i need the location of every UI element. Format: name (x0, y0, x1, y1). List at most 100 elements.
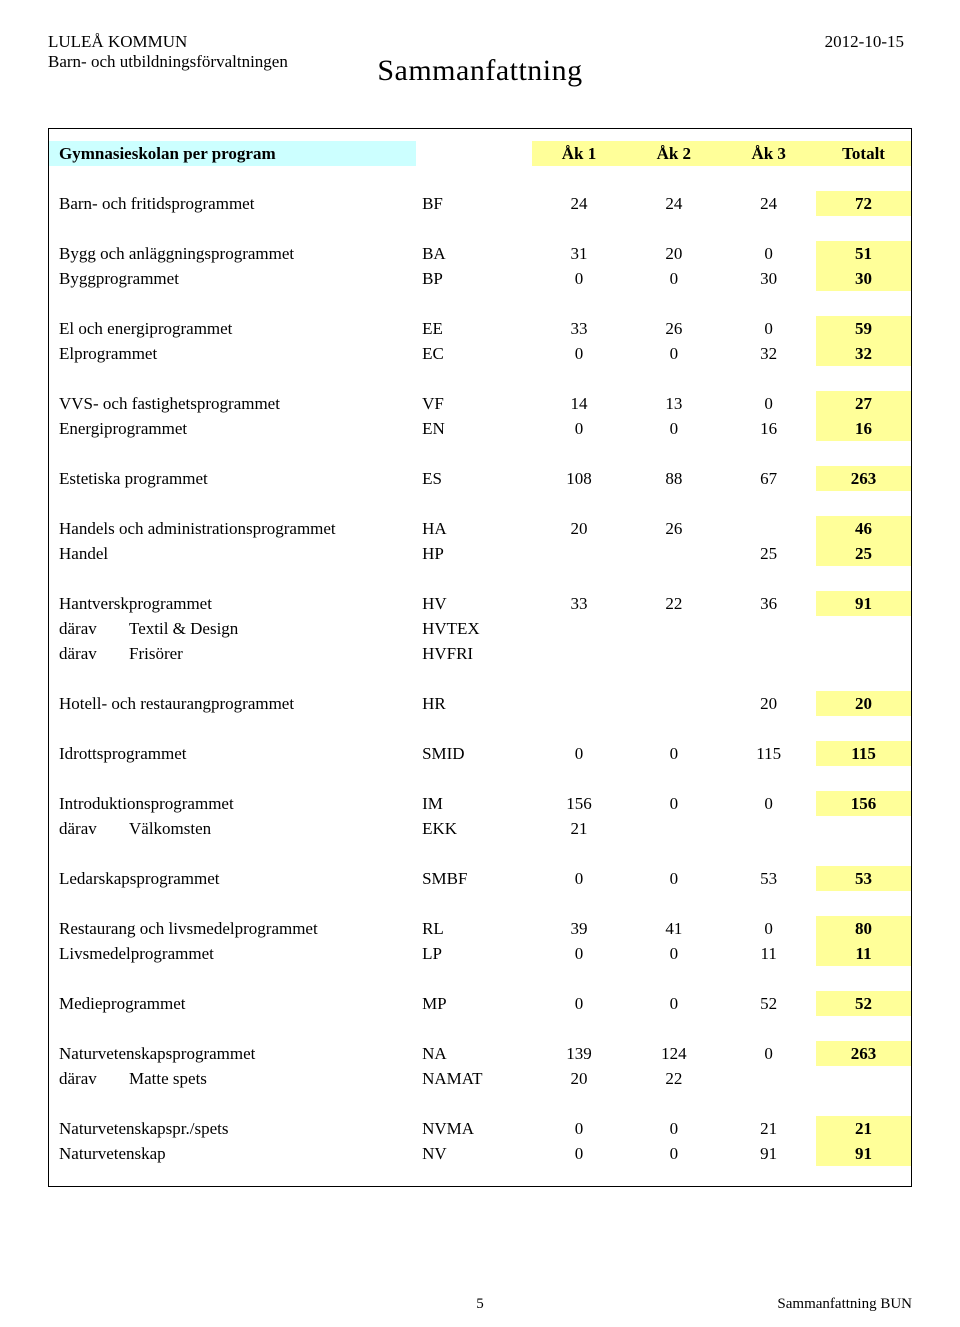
title-rest: ammanfattning (395, 54, 583, 87)
program-name: Naturvetenskapspr./spets (49, 1116, 416, 1141)
program-name: Handel (49, 541, 416, 566)
col-header-ak2: Åk 2 (626, 141, 721, 166)
value-ak3: 0 (721, 391, 816, 416)
value-ak1: 0 (532, 341, 627, 366)
value-ak2: 22 (626, 591, 721, 616)
program-name: Estetiska programmet (49, 466, 416, 491)
value-ak2: 41 (626, 916, 721, 941)
footer-right: Sammanfattning BUN (777, 1296, 912, 1313)
value-ak1: 33 (532, 591, 627, 616)
program-name: Introduktionsprogrammet (49, 791, 416, 816)
spacer-row (49, 566, 911, 591)
value-ak3: 53 (721, 866, 816, 891)
spacer-row (49, 891, 911, 916)
table-row: Bygg och anläggningsprogrammetBA3120051 (49, 241, 911, 266)
subrow-label: därav (59, 644, 129, 664)
program-name: Hantverskprogrammet (49, 591, 416, 616)
table-row: Naturvetenskapspr./spetsNVMA002121 (49, 1116, 911, 1141)
program-code: MP (416, 991, 531, 1016)
subrow-label: därav (59, 819, 129, 839)
value-ak2 (626, 541, 721, 566)
value-total: 80 (816, 916, 911, 941)
value-ak3 (721, 616, 816, 641)
value-ak2: 0 (626, 866, 721, 891)
spacer-row (49, 1016, 911, 1041)
value-ak1 (532, 541, 627, 566)
col-header-ak3: Åk 3 (721, 141, 816, 166)
program-name: Byggprogrammet (49, 266, 416, 291)
value-total (816, 616, 911, 641)
program-code: HV (416, 591, 531, 616)
spacer-row (49, 1091, 911, 1116)
value-total: 263 (816, 466, 911, 491)
title-dropcap: S (377, 54, 394, 87)
program-name: Barn- och fritidsprogrammet (49, 191, 416, 216)
value-ak2 (626, 641, 721, 666)
value-ak2: 0 (626, 341, 721, 366)
value-total: 30 (816, 266, 911, 291)
value-ak3 (721, 816, 816, 841)
subrow-sub: Matte spets (129, 1069, 207, 1088)
table-row: IdrottsprogrammetSMID00115115 (49, 741, 911, 766)
table-row: LivsmedelprogrammetLP001111 (49, 941, 911, 966)
value-ak3: 0 (721, 241, 816, 266)
value-total: 72 (816, 191, 911, 216)
value-ak3: 24 (721, 191, 816, 216)
program-code: EE (416, 316, 531, 341)
program-name: Naturvetenskap (49, 1141, 416, 1166)
value-ak3: 30 (721, 266, 816, 291)
table-subrow: däravVälkomstenEKK21 (49, 816, 911, 841)
value-total: 27 (816, 391, 911, 416)
org-department: Barn- och utbildningsförvaltningen (48, 52, 288, 72)
value-ak1: 156 (532, 791, 627, 816)
subrow-code: EKK (416, 816, 531, 841)
value-ak3: 91 (721, 1141, 816, 1166)
table-row: IntroduktionsprogrammetIM15600156 (49, 791, 911, 816)
value-ak3: 20 (721, 691, 816, 716)
value-total: 21 (816, 1116, 911, 1141)
value-ak2: 22 (626, 1066, 721, 1091)
program-code: NV (416, 1141, 531, 1166)
program-name: VVS- och fastighetsprogrammet (49, 391, 416, 416)
value-ak3: 52 (721, 991, 816, 1016)
program-table: Gymnasieskolan per programÅk 1Åk 2Åk 3To… (49, 141, 911, 1166)
value-ak1: 0 (532, 741, 627, 766)
value-ak1: 24 (532, 191, 627, 216)
content-box: Gymnasieskolan per programÅk 1Åk 2Åk 3To… (48, 128, 912, 1187)
value-ak1: 139 (532, 1041, 627, 1066)
subrow-label: därav (59, 619, 129, 639)
value-ak3: 16 (721, 416, 816, 441)
spacer-row (49, 966, 911, 991)
value-ak1: 0 (532, 1116, 627, 1141)
subrow-sub: Välkomsten (129, 819, 211, 838)
value-ak1 (532, 616, 627, 641)
value-ak1: 0 (532, 416, 627, 441)
program-code: ES (416, 466, 531, 491)
table-row: Restaurang och livsmedelprogrammetRL3941… (49, 916, 911, 941)
table-row: Barn- och fritidsprogrammetBF24242472 (49, 191, 911, 216)
program-code: BF (416, 191, 531, 216)
value-ak3: 11 (721, 941, 816, 966)
table-row: NaturvetenskapsprogrammetNA1391240263 (49, 1041, 911, 1066)
page-number: 5 (476, 1296, 484, 1313)
value-ak2: 0 (626, 1116, 721, 1141)
program-name: Ledarskapsprogrammet (49, 866, 416, 891)
value-ak1: 0 (532, 866, 627, 891)
spacer-row (49, 766, 911, 791)
program-code: NA (416, 1041, 531, 1066)
program-name: Restaurang och livsmedelprogrammet (49, 916, 416, 941)
value-ak1 (532, 641, 627, 666)
value-ak2: 0 (626, 941, 721, 966)
value-ak3 (721, 516, 816, 541)
org-name: LULEÅ KOMMUN (48, 32, 288, 52)
table-row: LedarskapsprogrammetSMBF005353 (49, 866, 911, 891)
subrow-code: HVFRI (416, 641, 531, 666)
program-code: VF (416, 391, 531, 416)
value-ak1: 0 (532, 266, 627, 291)
table-row: Handels och administrationsprogrammetHA2… (49, 516, 911, 541)
program-code: HA (416, 516, 531, 541)
value-ak3 (721, 1066, 816, 1091)
table-row: Estetiska programmetES1088867263 (49, 466, 911, 491)
value-total: 115 (816, 741, 911, 766)
value-ak3: 0 (721, 316, 816, 341)
